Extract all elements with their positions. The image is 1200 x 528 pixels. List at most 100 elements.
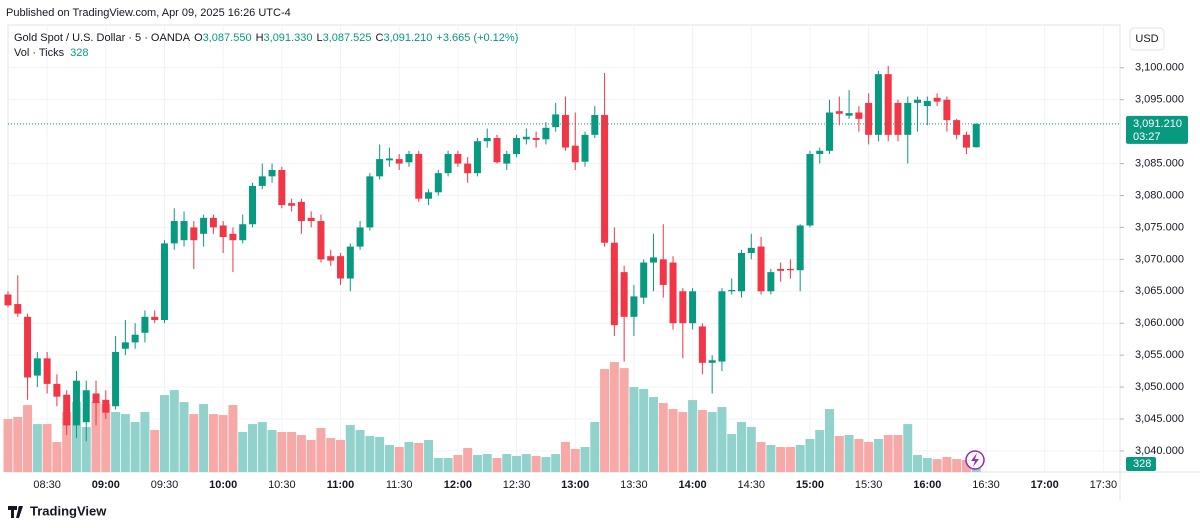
volume-bar (521, 454, 531, 472)
candle-body (278, 169, 286, 206)
volume-legend-value: 328 (70, 47, 88, 59)
candle-body (268, 169, 276, 177)
brand-logo-dot (18, 506, 22, 510)
candle-body (738, 252, 745, 292)
legend-high: 3,091.330 (264, 32, 313, 44)
volume-bar (893, 435, 903, 472)
candle-body (728, 290, 736, 292)
volume-bar (453, 455, 463, 472)
volume-bar (179, 402, 189, 472)
volume-bar (228, 405, 238, 472)
candle-body (190, 227, 198, 241)
brand: TradingView (8, 503, 107, 518)
volume-bar (600, 369, 610, 472)
legend-open-label: O (194, 32, 203, 44)
brand-name: TradingView (30, 503, 107, 518)
candle-body (385, 158, 393, 161)
candle-body (483, 138, 491, 142)
candle-body (806, 153, 814, 226)
candle-body (219, 225, 227, 238)
candle-body (473, 141, 481, 174)
volume-bar (727, 434, 737, 472)
candle-body (464, 163, 472, 174)
last-price-label: 3,091.210 (1133, 118, 1182, 130)
volume-bar (316, 428, 326, 472)
volume-bar (854, 439, 864, 472)
volume-bar (619, 368, 629, 472)
volume-bar (189, 414, 199, 472)
candle-body (943, 99, 951, 121)
x-tick-label: 14:00 (679, 479, 707, 491)
volume-bar (697, 410, 707, 472)
volume-bar (922, 458, 932, 472)
candle-body (454, 153, 462, 164)
volume-bar (101, 404, 111, 472)
volume-bar (502, 454, 512, 472)
volume-bar (883, 435, 893, 472)
candle-body (777, 268, 785, 271)
candle-body (923, 100, 931, 107)
candle-body (180, 221, 188, 241)
candle-body (767, 272, 775, 292)
candle-body (953, 120, 961, 135)
candle-layer (4, 65, 980, 442)
volume-bar (277, 432, 287, 472)
volume-bar (414, 443, 424, 472)
volume-legend: Vol · Ticks 328 (14, 47, 88, 59)
x-tick-label: 16:30 (972, 479, 1000, 491)
legend-change: +3.665 (+0.12%) (436, 32, 518, 44)
legend-low-label: L (316, 32, 322, 44)
candle-body (591, 115, 599, 135)
volume-bar (952, 459, 962, 472)
candle-body (258, 176, 266, 186)
candle-body (649, 257, 657, 263)
candle-body (395, 159, 403, 164)
x-tick-label: 11:30 (386, 479, 413, 491)
x-tick-label: 09:00 (92, 479, 120, 491)
volume-bar (463, 448, 473, 472)
volume-bar (766, 445, 776, 472)
volume-bar (150, 430, 160, 472)
y-tick-label: 3,060.000 (1135, 317, 1184, 329)
legend-line: Gold Spot / U.S. Dollar · 5 · OANDA O3,08… (14, 32, 518, 44)
volume-bar (120, 414, 130, 472)
candle-body (708, 360, 716, 363)
volume-bar (375, 437, 385, 472)
legend-low: 3,087.525 (323, 32, 372, 44)
volume-layer (3, 362, 981, 472)
volume-bar (834, 436, 844, 472)
countdown-label: 03:27 (1133, 131, 1161, 143)
candle-body (82, 390, 90, 423)
legend-close: 3,091.210 (383, 32, 432, 44)
candle-body (845, 113, 853, 116)
candle-body (249, 185, 256, 225)
volume-bar (345, 425, 355, 472)
last-price-box (1126, 115, 1188, 144)
x-tick-label: 11:00 (327, 479, 355, 491)
volume-legend-name: Vol · Ticks (14, 47, 65, 59)
currency-label[interactable]: USD (1135, 33, 1158, 45)
x-tick-label: 13:00 (561, 479, 589, 491)
currency-button[interactable] (1129, 27, 1165, 51)
y-tick-label: 3,065.000 (1135, 285, 1184, 297)
y-tick-label: 3,045.000 (1135, 413, 1184, 425)
volume-bar (541, 456, 551, 472)
volume-bar (864, 442, 874, 472)
volume-bar (609, 362, 619, 472)
candle-body (151, 316, 159, 321)
volume-bar (580, 447, 590, 472)
volume-bar (961, 459, 971, 472)
y-tick-label: 3,080.000 (1135, 189, 1184, 201)
volume-bar (42, 424, 52, 472)
x-tick-label: 13:30 (620, 479, 648, 491)
candle-body (239, 224, 247, 241)
volume-bar (169, 390, 179, 472)
volume-bar (795, 445, 805, 472)
candle-body (874, 74, 882, 135)
candle-body (229, 233, 237, 241)
volume-bar (873, 439, 883, 472)
candle-body (962, 134, 970, 148)
volume-bar (287, 432, 297, 472)
volume-bar (384, 445, 394, 472)
volume-bar (737, 422, 746, 472)
